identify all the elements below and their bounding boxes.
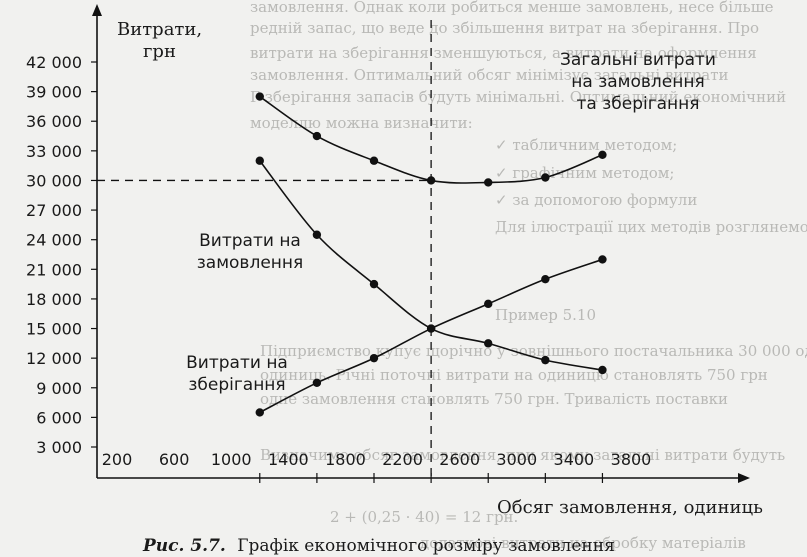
x-tick-label: 1800: [325, 450, 366, 469]
data-point-holding: [369, 353, 379, 363]
background-line: редній запас, що веде до збільшення витр…: [250, 19, 759, 37]
data-point-total: [541, 173, 550, 182]
data-point-holding: [598, 255, 607, 264]
data-point-total: [426, 176, 436, 185]
data-point-holding: [255, 408, 264, 417]
y-tick-label: 27 000: [26, 201, 82, 220]
figure-caption: Рис. 5.7. Графік економічного розміру за…: [142, 536, 615, 556]
background-line: 2 + (0,25 · 40) = 12 грн.: [330, 508, 518, 526]
series-label-holding: зберігання: [188, 375, 285, 395]
data-point-total: [369, 156, 379, 165]
x-tick-label: 3800: [611, 450, 652, 469]
background-page-text: замовлення. Однак коли робиться менше за…: [250, 0, 807, 552]
x-tick-label: 200: [102, 450, 133, 469]
background-line: ✓ табличним методом;: [495, 136, 677, 154]
background-line: Для ілюстрації цих методів розглянемо та…: [495, 218, 807, 236]
x-tick-label: 1000: [211, 450, 252, 469]
series-label-total: та зберігання: [576, 94, 699, 114]
x-tick-label: 1400: [268, 450, 309, 469]
background-line: Пример 5.10: [495, 306, 596, 324]
data-point-ordering: [369, 279, 379, 289]
x-tick-label: 600: [159, 450, 190, 469]
series-label-total: на замовлення: [571, 72, 704, 92]
y-axis-label-line1: Витрати,: [117, 19, 202, 40]
series-label-total: Загальні витрати: [560, 50, 716, 70]
x-ticks: 200 600 1000 1400 1800 2200 2600 3000 3400 3800: [102, 450, 652, 483]
y-tick-label: 9 000: [36, 379, 82, 398]
x-axis-label: Обсяг замовлення, одиниць: [497, 497, 763, 518]
series-group: [255, 92, 607, 417]
background-line: ✓ за допомогою формули: [495, 191, 697, 209]
data-point-ordering: [598, 365, 607, 375]
series-label-ordering: замовлення: [197, 253, 303, 273]
data-point-ordering: [255, 156, 264, 165]
y-tick-label: 21 000: [26, 260, 82, 279]
data-point-holding: [426, 324, 436, 333]
background-line: Г зберігання запасів будуть мінімальні. …: [250, 88, 786, 106]
x-tick-label: 3000: [496, 450, 537, 469]
data-point-total: [484, 178, 493, 187]
optimum-guides: [97, 20, 432, 478]
y-ticks: 3 000 6 000 9 000 12 000 15 000 18 000 21 000 2…: [26, 53, 97, 457]
data-point-ordering: [312, 230, 322, 239]
y-tick-label: 24 000: [26, 231, 82, 250]
y-axis-label-line2: грн: [143, 41, 176, 62]
data-point-ordering: [484, 339, 493, 348]
y-tick-label: 3 000: [36, 438, 82, 457]
y-axis-arrow: [92, 4, 102, 16]
background-line: ✓ графічним методом;: [495, 164, 675, 182]
background-line: Визначимо обсяг замовлення, при якому за…: [260, 446, 785, 464]
x-axis-arrow: [738, 473, 750, 483]
background-line: одне замовлення становлять 750 грн. Трив…: [260, 390, 728, 408]
y-tick-label: 33 000: [26, 142, 82, 161]
data-point-total: [598, 150, 607, 159]
y-tick-label: 30 000: [26, 171, 82, 190]
background-line: моделлю можна визначити:: [250, 114, 473, 132]
y-tick-label: 36 000: [26, 112, 82, 131]
background-line: витрати на зберігання зменшуються, а вит…: [250, 44, 757, 62]
background-line: замовлення. Оптимальний обсяг мінімізує …: [250, 66, 729, 84]
data-point-total: [255, 92, 264, 101]
y-tick-label: 15 000: [26, 320, 82, 339]
data-point-ordering: [541, 355, 550, 365]
background-line: замовлення. Однак коли робиться менше за…: [250, 0, 774, 16]
x-tick-label: 3400: [554, 450, 595, 469]
x-tick-label: 2600: [439, 450, 480, 469]
series-label-ordering: Витрати на: [199, 231, 301, 251]
data-point-holding: [541, 274, 550, 284]
y-tick-label: 18 000: [26, 290, 82, 309]
data-point-holding: [484, 299, 493, 309]
y-tick-label: 42 000: [26, 53, 82, 72]
y-tick-label: 6 000: [36, 408, 82, 427]
y-tick-label: 12 000: [26, 349, 82, 368]
x-tick-label: 2200: [382, 450, 423, 469]
y-tick-label: 39 000: [26, 83, 82, 102]
data-point-total: [312, 131, 322, 141]
background-line: додаткові витрати на обробку матеріалів: [420, 534, 746, 552]
caption-text: Графік економічного розміру замовлення: [237, 536, 615, 556]
background-line: одиниць. Річні поточні витрати на одиниц…: [260, 366, 768, 384]
caption-prefix: Рис. 5.7.: [142, 536, 226, 556]
data-point-holding: [312, 378, 322, 388]
series-label-holding: Витрати на: [186, 353, 288, 373]
